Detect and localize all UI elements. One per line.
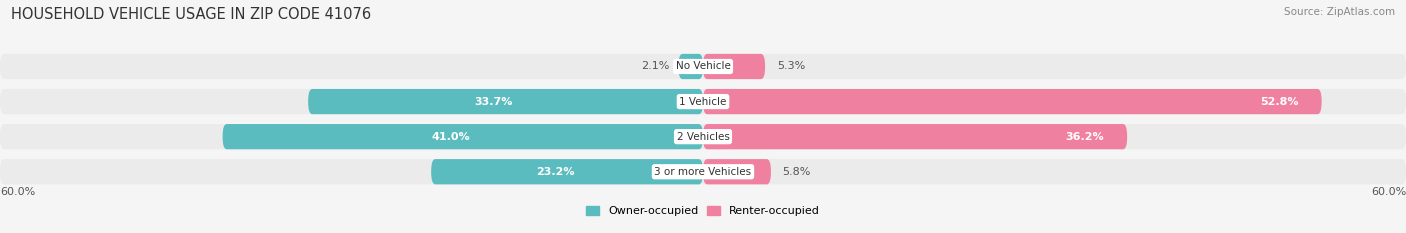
FancyBboxPatch shape — [703, 89, 1322, 114]
Text: 5.8%: 5.8% — [783, 167, 811, 177]
FancyBboxPatch shape — [222, 124, 703, 149]
Text: Source: ZipAtlas.com: Source: ZipAtlas.com — [1284, 7, 1395, 17]
Text: 5.3%: 5.3% — [778, 62, 806, 72]
FancyBboxPatch shape — [308, 89, 703, 114]
Text: 2.1%: 2.1% — [641, 62, 669, 72]
Text: HOUSEHOLD VEHICLE USAGE IN ZIP CODE 41076: HOUSEHOLD VEHICLE USAGE IN ZIP CODE 4107… — [11, 7, 371, 22]
Text: No Vehicle: No Vehicle — [675, 62, 731, 72]
Text: 3 or more Vehicles: 3 or more Vehicles — [654, 167, 752, 177]
Text: 60.0%: 60.0% — [1371, 187, 1406, 197]
Text: 2 Vehicles: 2 Vehicles — [676, 132, 730, 142]
FancyBboxPatch shape — [432, 159, 703, 184]
Text: 41.0%: 41.0% — [432, 132, 471, 142]
FancyBboxPatch shape — [0, 89, 1406, 114]
FancyBboxPatch shape — [0, 54, 1406, 79]
FancyBboxPatch shape — [703, 54, 765, 79]
Text: 23.2%: 23.2% — [536, 167, 575, 177]
Text: 33.7%: 33.7% — [475, 96, 513, 106]
Legend: Owner-occupied, Renter-occupied: Owner-occupied, Renter-occupied — [581, 201, 825, 221]
FancyBboxPatch shape — [703, 159, 770, 184]
Text: 52.8%: 52.8% — [1260, 96, 1298, 106]
FancyBboxPatch shape — [0, 124, 1406, 149]
FancyBboxPatch shape — [703, 124, 1128, 149]
Text: 60.0%: 60.0% — [0, 187, 35, 197]
Text: 1 Vehicle: 1 Vehicle — [679, 96, 727, 106]
FancyBboxPatch shape — [678, 54, 703, 79]
FancyBboxPatch shape — [0, 159, 1406, 184]
Text: 36.2%: 36.2% — [1066, 132, 1104, 142]
